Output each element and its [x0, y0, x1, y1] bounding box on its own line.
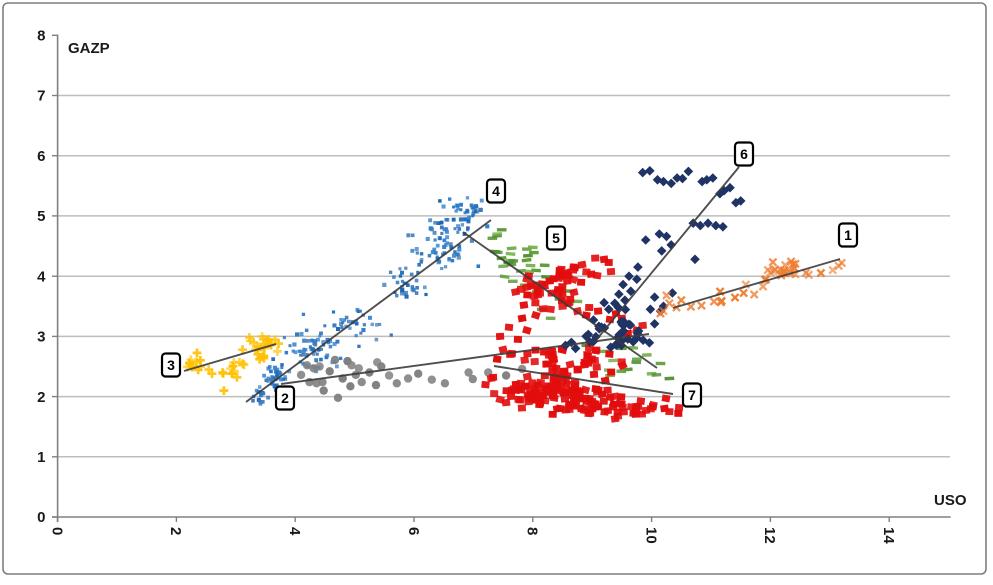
- svg-text:0: 0: [48, 527, 65, 535]
- svg-text:USO: USO: [934, 492, 967, 509]
- svg-text:5: 5: [552, 230, 560, 246]
- svg-text:1: 1: [844, 227, 852, 243]
- svg-text:7: 7: [688, 387, 696, 403]
- svg-text:1: 1: [37, 449, 45, 466]
- svg-text:3: 3: [167, 357, 175, 373]
- svg-text:GAZP: GAZP: [68, 40, 110, 57]
- svg-text:5: 5: [37, 208, 45, 225]
- svg-text:0: 0: [37, 509, 45, 526]
- svg-text:2: 2: [281, 390, 289, 406]
- svg-text:6: 6: [405, 527, 422, 535]
- svg-text:2: 2: [167, 527, 184, 535]
- svg-text:12: 12: [761, 527, 778, 544]
- svg-text:4: 4: [37, 268, 46, 285]
- svg-text:14: 14: [880, 527, 897, 544]
- svg-text:8: 8: [37, 28, 45, 45]
- svg-text:6: 6: [37, 148, 45, 165]
- svg-text:6: 6: [740, 146, 748, 162]
- svg-text:7: 7: [37, 88, 45, 105]
- svg-text:4: 4: [492, 183, 500, 199]
- svg-text:4: 4: [286, 527, 303, 536]
- svg-text:10: 10: [642, 527, 659, 544]
- svg-text:2: 2: [37, 389, 45, 406]
- svg-text:8: 8: [524, 527, 541, 535]
- svg-text:3: 3: [37, 329, 45, 346]
